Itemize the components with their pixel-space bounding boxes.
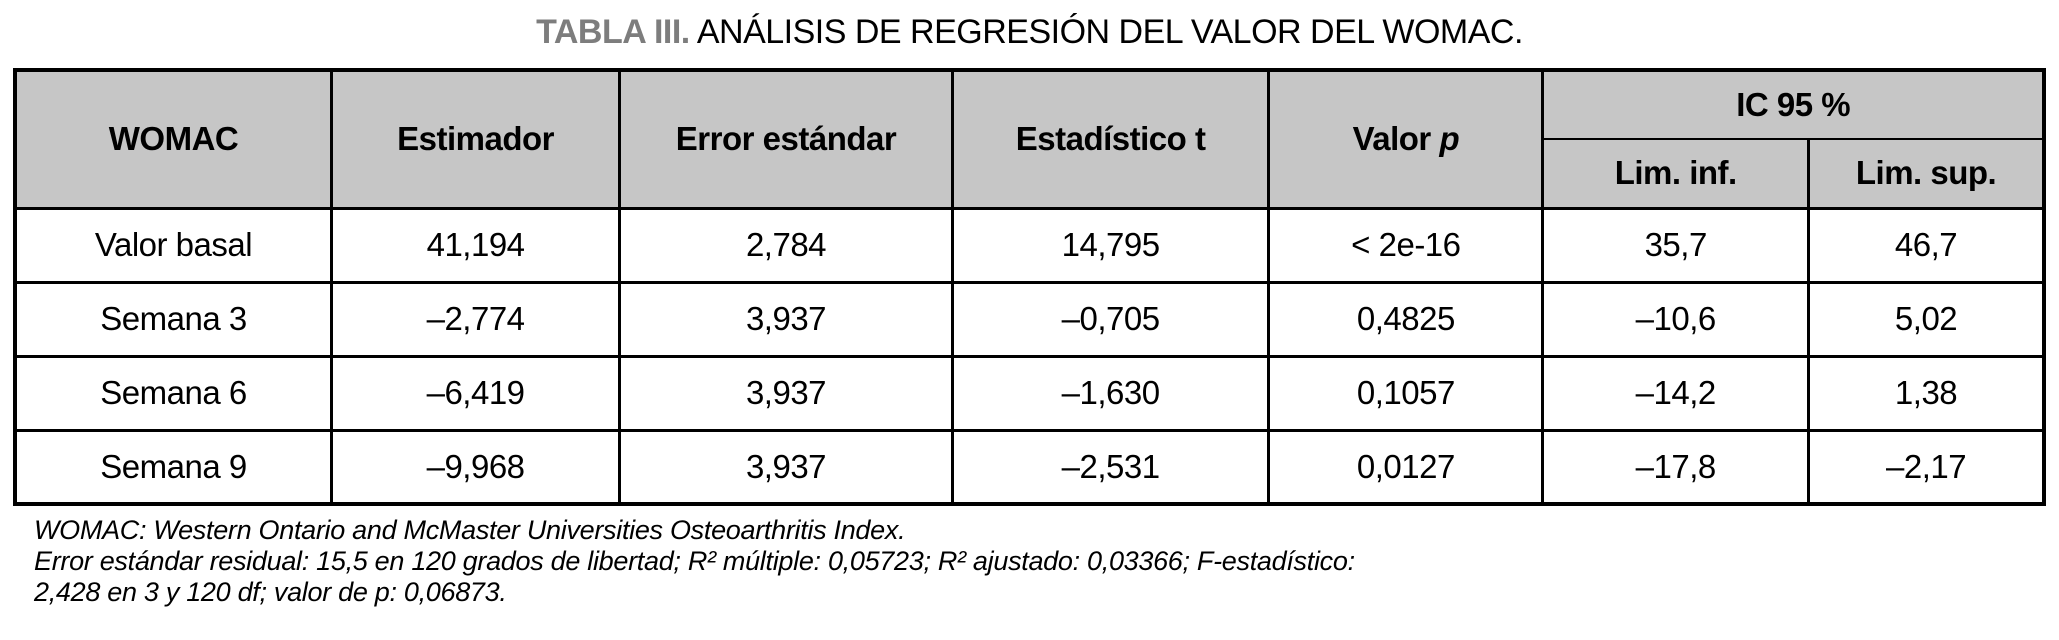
cell-valor-p: 0,0127 (1267, 428, 1545, 506)
table-title-label: TABLA III. (536, 13, 690, 51)
col-header-valor-p: Valor p (1267, 68, 1545, 210)
table-row-semana-6: Semana 6 –6,419 3,937 –1,630 0,1057 –14,… (13, 354, 2046, 432)
footnote-line-model-stats-1: Error estándar residual: 15,5 en 120 gra… (34, 546, 1355, 576)
cell-lim-inf: –17,8 (1541, 428, 1811, 506)
table-footnotes: WOMAC: Western Ontario and McMaster Univ… (34, 515, 2059, 608)
cell-estimador: –2,774 (330, 280, 622, 358)
header-row-main: WOMAC Estimador Error estándar Estadísti… (13, 68, 2046, 210)
cell-lim-inf: –14,2 (1541, 354, 1811, 432)
col-header-ic-95: IC 95 % (1541, 68, 2046, 140)
cell-estimador: –6,419 (330, 354, 622, 432)
col-header-lim-inf: Lim. inf. (1541, 138, 1811, 210)
cell-lim-sup: 1,38 (1807, 354, 2046, 432)
valor-p-prefix: Valor (1352, 120, 1432, 158)
header-row-sub: Lim. inf. Lim. sup. (15, 138, 2046, 210)
col-header-womac: WOMAC (13, 68, 334, 210)
col-header-lim-sup: Lim. sup. (1807, 138, 2046, 210)
cell-error-estandar: 2,784 (618, 206, 954, 284)
regression-table: WOMAC Estimador Error estándar Estadísti… (13, 68, 2046, 506)
cell-label: Semana 3 (13, 280, 334, 358)
cell-error-estandar: 3,937 (618, 428, 954, 506)
valor-p-symbol: p (1439, 120, 1460, 158)
cell-lim-sup: 5,02 (1807, 280, 2046, 358)
cell-estadistico-t: –1,630 (950, 354, 1271, 432)
col-header-estimador: Estimador (330, 68, 622, 210)
footnote-line-model-stats-2: 2,428 en 3 y 120 df; valor de p: 0,06873… (34, 577, 507, 607)
cell-error-estandar: 3,937 (618, 354, 954, 432)
cell-lim-sup: –2,17 (1807, 428, 2046, 506)
cell-valor-p: < 2e-16 (1267, 206, 1545, 284)
col-header-error-estandar: Error estándar (618, 68, 954, 210)
cell-lim-inf: –10,6 (1541, 280, 1811, 358)
cell-estimador: 41,194 (330, 206, 622, 284)
cell-label: Semana 6 (13, 354, 334, 432)
cell-label: Valor basal (13, 206, 334, 284)
table-title: TABLA III. ANÁLISIS DE REGRESIÓN DEL VAL… (0, 13, 2059, 52)
cell-estimador: –9,968 (330, 428, 622, 506)
cell-label: Semana 9 (13, 428, 334, 506)
cell-valor-p: 0,1057 (1267, 354, 1545, 432)
footnote-line-womac-definition: WOMAC: Western Ontario and McMaster Univ… (34, 515, 906, 545)
cell-lim-sup: 46,7 (1807, 206, 2046, 284)
cell-lim-inf: 35,7 (1541, 206, 1811, 284)
cell-valor-p: 0,4825 (1267, 280, 1545, 358)
cell-estadistico-t: –0,705 (950, 280, 1271, 358)
cell-estadistico-t: –2,531 (950, 428, 1271, 506)
table-row-valor-basal: Valor basal 41,194 2,784 14,795 < 2e-16 … (13, 206, 2046, 284)
table-row-semana-3: Semana 3 –2,774 3,937 –0,705 0,4825 –10,… (13, 280, 2046, 358)
cell-error-estandar: 3,937 (618, 280, 954, 358)
col-header-estadistico-t: Estadístico t (950, 68, 1271, 210)
table-title-text: ANÁLISIS DE REGRESIÓN DEL VALOR DEL WOMA… (696, 13, 1524, 51)
table-row-semana-9: Semana 9 –9,968 3,937 –2,531 0,0127 –17,… (13, 428, 2046, 506)
cell-estadistico-t: 14,795 (950, 206, 1271, 284)
